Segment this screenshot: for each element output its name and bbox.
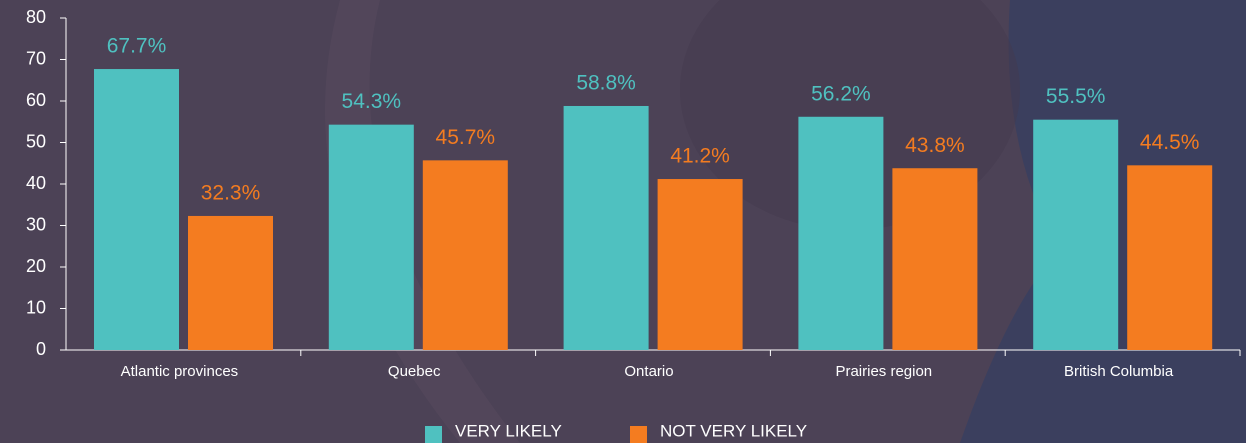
x-tick-label: Ontario — [624, 363, 673, 380]
bar — [188, 215, 273, 350]
bar — [657, 179, 743, 350]
value-label: 41.2% — [670, 145, 730, 168]
y-tick-label: 40 — [26, 173, 46, 193]
value-label: 55.5% — [1046, 85, 1106, 108]
y-tick-label: 0 — [36, 339, 46, 359]
value-label: 32.3% — [201, 182, 261, 205]
legend-label: NOT VERY LIKELY — [660, 421, 807, 440]
legend-swatch — [425, 426, 442, 443]
bar — [798, 116, 884, 351]
y-tick-label: 50 — [26, 131, 46, 151]
value-label: 45.7% — [436, 126, 496, 149]
value-label: 43.8% — [905, 134, 965, 157]
value-label: 67.7% — [107, 35, 167, 58]
x-tick-label: Quebec — [388, 363, 441, 380]
y-tick-label: 60 — [26, 90, 46, 110]
bar — [892, 168, 978, 350]
x-tick-label: Prairies region — [835, 363, 932, 380]
y-tick-label: 10 — [26, 297, 46, 317]
bar — [328, 124, 414, 350]
x-tick-label: British Columbia — [1064, 363, 1174, 380]
y-tick-label: 30 — [26, 214, 46, 234]
bar — [1127, 165, 1213, 350]
y-tick-label: 80 — [26, 7, 46, 27]
bar — [422, 160, 508, 350]
y-tick-label: 20 — [26, 256, 46, 276]
value-label: 44.5% — [1140, 131, 1200, 154]
bar — [94, 69, 179, 351]
legend-swatch — [630, 426, 647, 443]
bar — [1033, 119, 1119, 350]
bar — [563, 105, 649, 350]
value-label: 56.2% — [811, 82, 871, 105]
value-label: 54.3% — [342, 90, 402, 113]
y-tick-label: 70 — [26, 48, 46, 68]
x-tick-label: Atlantic provinces — [121, 363, 239, 380]
legend-label: VERY LIKELY — [455, 421, 562, 440]
value-label: 58.8% — [576, 72, 636, 95]
